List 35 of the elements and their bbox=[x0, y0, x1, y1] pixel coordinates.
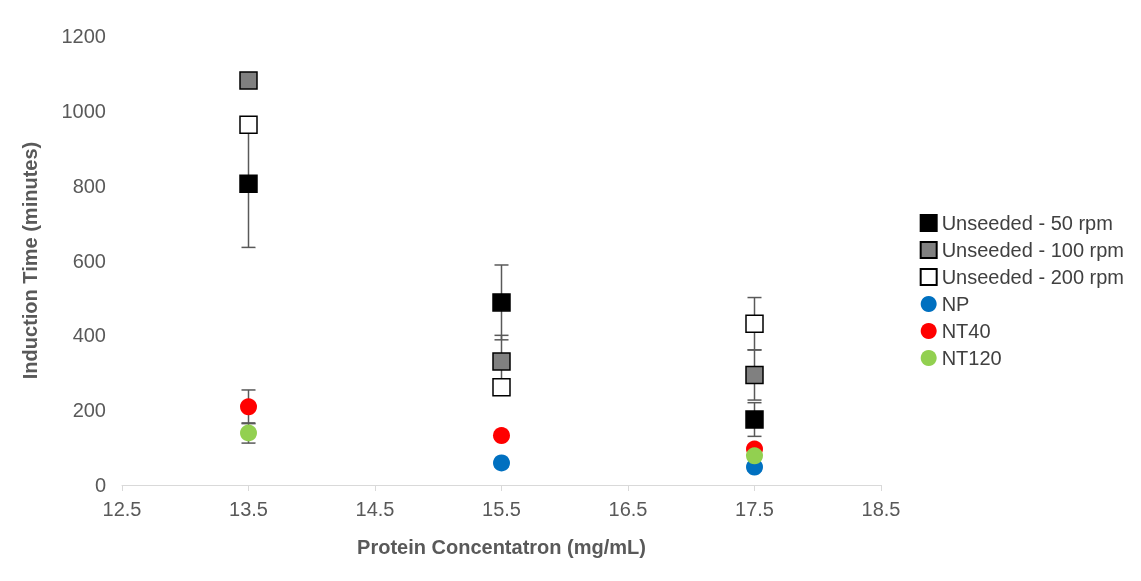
y-tick-label: 1200 bbox=[61, 25, 106, 47]
y-axis-title: Induction Time (minutes) bbox=[19, 141, 41, 380]
point bbox=[239, 115, 258, 134]
point bbox=[240, 398, 257, 416]
x-tick-label: 15.5 bbox=[482, 498, 521, 520]
point bbox=[493, 454, 510, 472]
x-tick-label: 17.5 bbox=[735, 498, 774, 520]
legend-label: NT120 bbox=[941, 347, 1002, 369]
y-tick-label: 600 bbox=[72, 249, 106, 272]
point bbox=[492, 352, 511, 371]
point bbox=[493, 427, 510, 445]
x-tick-label: 13.5 bbox=[229, 498, 268, 520]
x-tick-label: 16.5 bbox=[608, 498, 648, 520]
legend-label: Unseeded - 200 rpm bbox=[941, 266, 1124, 288]
point bbox=[239, 174, 258, 194]
point bbox=[492, 293, 511, 312]
legend-label: Unseeded - 50 rpm bbox=[941, 212, 1113, 234]
y-tick-label: 0 bbox=[94, 474, 106, 496]
legend-label: Unseeded - 100 rpm bbox=[941, 239, 1124, 261]
point bbox=[745, 410, 764, 429]
y-tick-label: 200 bbox=[72, 399, 106, 422]
legend-label: NT40 bbox=[941, 320, 991, 342]
point bbox=[745, 314, 764, 333]
point bbox=[492, 378, 511, 397]
y-tick-label: 800 bbox=[72, 174, 106, 197]
x-axis-title: Protein Concentatron (mg/mL) bbox=[357, 536, 646, 558]
x-tick-label: 12.5 bbox=[102, 498, 142, 520]
y-tick-label: 400 bbox=[72, 324, 106, 347]
legend-label: NP bbox=[941, 293, 970, 315]
x-tick-label: 18.5 bbox=[861, 498, 901, 520]
y-tick-label: 1000 bbox=[61, 99, 106, 122]
x-tick-label: 14.5 bbox=[355, 498, 395, 520]
point bbox=[746, 447, 763, 465]
point bbox=[239, 71, 258, 90]
point bbox=[745, 365, 764, 385]
